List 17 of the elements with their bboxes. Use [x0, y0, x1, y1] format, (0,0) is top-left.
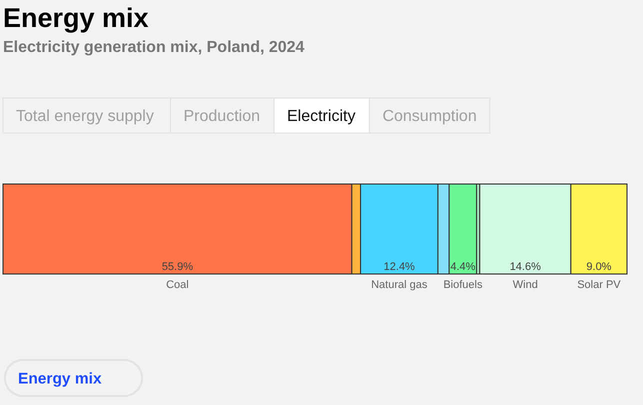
data-label: 9.0%: [586, 261, 612, 273]
data-label: 12.4%: [384, 261, 416, 273]
data-label: 55.9%: [162, 261, 194, 273]
text: Electricity: [286, 108, 356, 125]
data-label: 14.6%: [510, 261, 542, 273]
series-label: Coal: [166, 279, 189, 291]
data-label: 4.4%: [450, 261, 476, 273]
series-label: Natural gas: [371, 279, 428, 291]
text: Production: [184, 108, 260, 125]
series-label: Solar PV: [577, 279, 622, 291]
text: Consumption: [382, 108, 477, 125]
chart-title: Energy mix: [3, 3, 149, 33]
text: Energy mix: [18, 370, 102, 388]
series-label: Biofuels: [443, 279, 483, 291]
chart-subtitle: Electricity generation mix, Poland, 2024: [3, 39, 305, 56]
text: Total energy supply: [16, 108, 154, 125]
series-label: Wind: [512, 279, 538, 291]
